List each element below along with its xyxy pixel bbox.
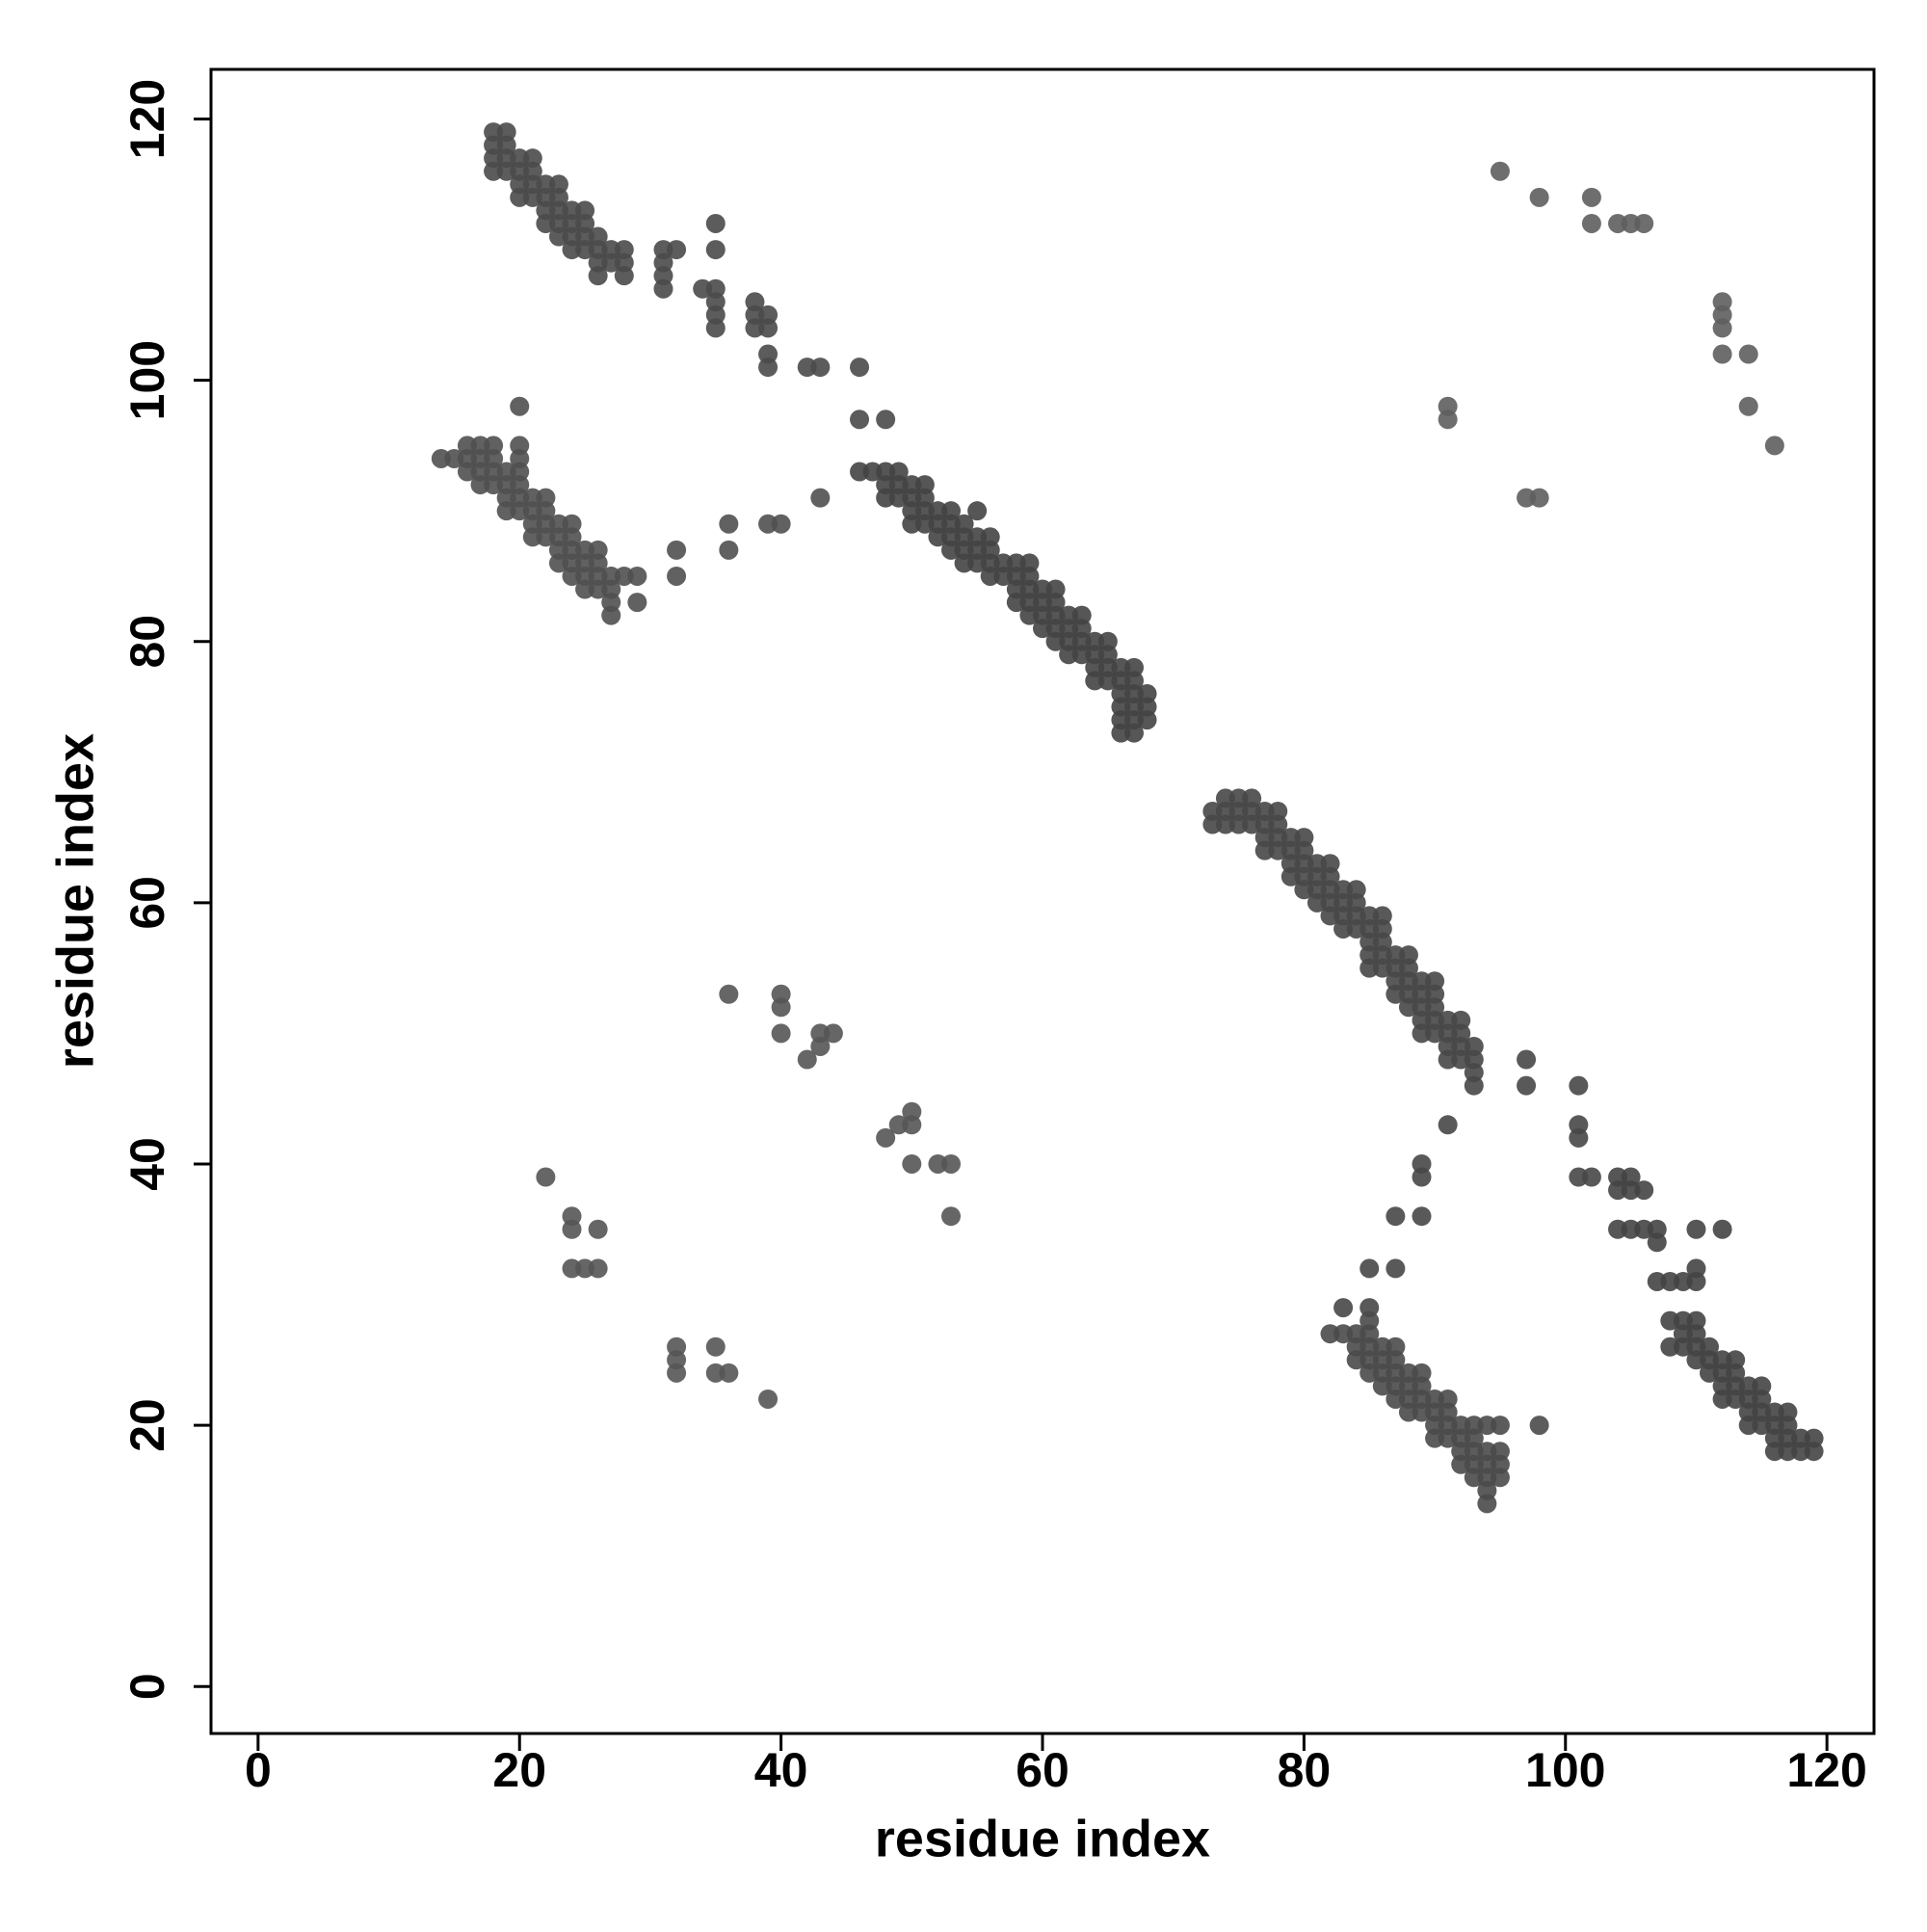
point (562, 1219, 582, 1239)
point (1804, 1442, 1824, 1462)
point (771, 514, 791, 534)
point (850, 410, 870, 430)
x-tick-label: 20 (492, 1743, 546, 1797)
point (705, 318, 726, 338)
point (1764, 436, 1784, 456)
point (1490, 161, 1510, 181)
point (653, 278, 673, 299)
x-axis-label: residue index (875, 1810, 1210, 1867)
y-tick-label: 80 (120, 615, 174, 669)
y-tick-label: 100 (120, 340, 174, 420)
point (719, 514, 739, 534)
point (810, 488, 831, 508)
point (1359, 1258, 1380, 1279)
point (967, 501, 988, 521)
x-tick-label: 120 (1786, 1743, 1866, 1797)
y-tick-label: 60 (120, 876, 174, 930)
point (588, 266, 608, 286)
point (1581, 213, 1601, 233)
y-tick-label: 120 (120, 79, 174, 159)
point (1517, 1049, 1537, 1070)
point (810, 357, 831, 378)
point (1634, 1180, 1654, 1201)
point (1686, 1258, 1706, 1279)
x-tick-label: 0 (245, 1743, 272, 1797)
point (1529, 488, 1549, 508)
point (902, 1115, 922, 1135)
point (719, 540, 739, 560)
point (588, 1258, 608, 1279)
point (1438, 1115, 1458, 1135)
point (1647, 1232, 1667, 1253)
point (1490, 1468, 1510, 1488)
point (1412, 1206, 1432, 1227)
point (941, 1206, 962, 1227)
point (1712, 318, 1732, 338)
point (1569, 1075, 1589, 1096)
point (1517, 1075, 1537, 1096)
point (705, 240, 726, 260)
point (1581, 1167, 1601, 1187)
point (536, 1167, 556, 1187)
point (1712, 1219, 1732, 1239)
point (614, 266, 634, 286)
point (1137, 710, 1157, 730)
y-tick-label: 0 (120, 1673, 174, 1700)
point (797, 1049, 817, 1070)
point (719, 1363, 739, 1383)
point (810, 1036, 831, 1056)
point (850, 357, 870, 378)
point (1464, 1075, 1484, 1096)
point (705, 1337, 726, 1357)
point (719, 984, 739, 1004)
point (876, 1127, 896, 1148)
point (758, 1389, 779, 1409)
point (1569, 1127, 1589, 1148)
point (1386, 1258, 1406, 1279)
point (876, 410, 896, 430)
point (758, 357, 779, 378)
point (1333, 1298, 1354, 1318)
y-tick-label: 40 (120, 1137, 174, 1191)
point (1738, 396, 1758, 416)
point (667, 1363, 687, 1383)
point (1412, 1167, 1432, 1187)
point (510, 396, 530, 416)
point (588, 1219, 608, 1239)
x-tick-label: 60 (1016, 1743, 1069, 1797)
point (1438, 410, 1458, 430)
point (667, 566, 687, 586)
point (667, 540, 687, 560)
point (1477, 1494, 1497, 1514)
point (1123, 723, 1144, 743)
point (705, 213, 726, 233)
point (1712, 344, 1732, 364)
point (1529, 187, 1549, 207)
point (1686, 1219, 1706, 1239)
point (627, 593, 647, 613)
point (823, 1023, 843, 1044)
y-tick-label: 20 (120, 1398, 174, 1452)
point (941, 1153, 962, 1174)
point (627, 566, 647, 586)
y-axis-label: residue index (46, 733, 104, 1069)
point (1581, 187, 1601, 207)
point (1738, 344, 1758, 364)
x-tick-label: 80 (1278, 1743, 1332, 1797)
point (1529, 1416, 1549, 1436)
x-tick-label: 40 (754, 1743, 808, 1797)
point (902, 1153, 922, 1174)
x-tick-label: 100 (1525, 1743, 1605, 1797)
point (771, 997, 791, 1018)
point (601, 605, 621, 625)
point (1634, 213, 1654, 233)
point (1386, 1206, 1406, 1227)
point (771, 1023, 791, 1044)
point (667, 240, 687, 260)
point (1490, 1416, 1510, 1436)
point (758, 318, 779, 338)
